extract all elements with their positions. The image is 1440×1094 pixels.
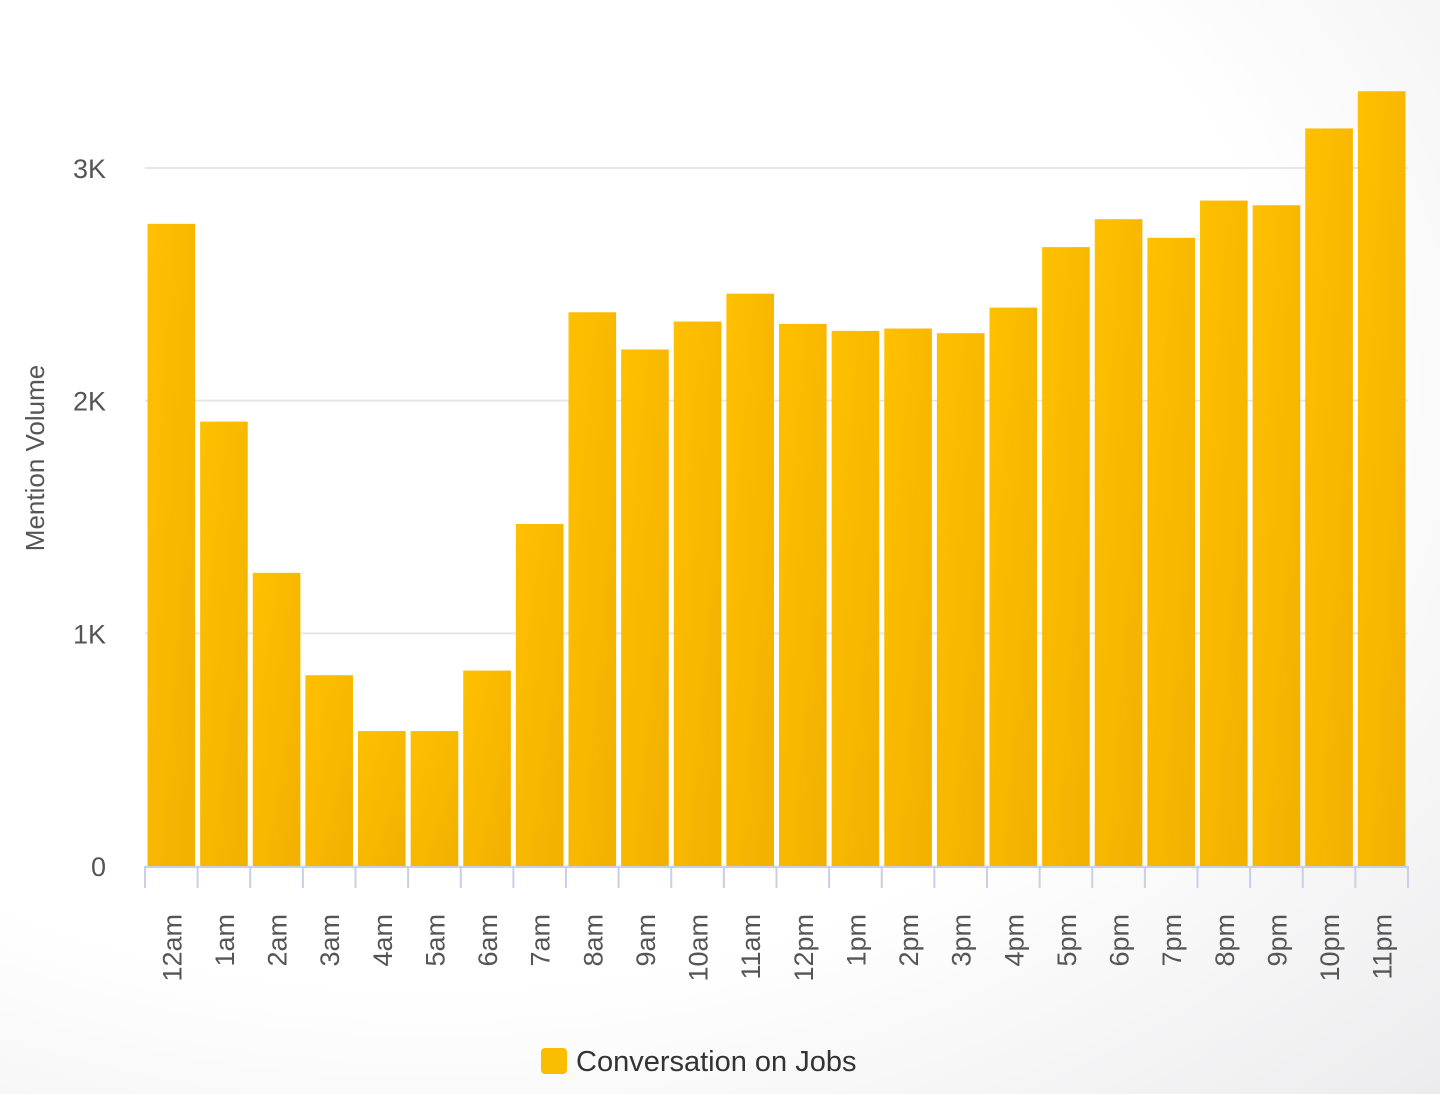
y-axis-ticks: 0 1K 2K 3K bbox=[73, 154, 106, 882]
x-tick-label: 5am bbox=[420, 914, 450, 967]
y-tick-label: 1K bbox=[73, 619, 106, 649]
x-tick-label: 11pm bbox=[1368, 914, 1398, 980]
bar-3am[interactable] bbox=[305, 675, 353, 866]
x-tick-label: 10am bbox=[684, 914, 714, 982]
legend-label: Conversation on Jobs bbox=[576, 1046, 857, 1078]
bars bbox=[147, 91, 1406, 867]
x-tick-label: 5pm bbox=[1052, 914, 1082, 967]
x-tick-label: 7am bbox=[526, 914, 556, 967]
x-tick-label: 2am bbox=[263, 914, 293, 967]
bar-5pm[interactable] bbox=[1042, 247, 1090, 866]
gridlines bbox=[145, 167, 1408, 635]
x-tick-label: 8pm bbox=[1210, 914, 1240, 967]
legend[interactable]: Conversation on Jobs bbox=[541, 1046, 857, 1078]
bar-2am[interactable] bbox=[252, 572, 301, 866]
bar-7am[interactable] bbox=[515, 523, 564, 866]
x-tick-label: 8am bbox=[578, 914, 608, 967]
bar-2pm[interactable] bbox=[884, 328, 932, 866]
x-tick-label: 4am bbox=[368, 914, 398, 967]
bar-1pm[interactable] bbox=[831, 330, 880, 866]
bar-9pm[interactable] bbox=[1252, 205, 1301, 866]
bar-10pm[interactable] bbox=[1305, 128, 1353, 867]
x-tick-label: 11am bbox=[736, 914, 766, 980]
y-tick-label: 3K bbox=[73, 154, 106, 184]
bar-6pm[interactable] bbox=[1094, 219, 1143, 867]
bar-12am[interactable] bbox=[147, 223, 196, 867]
x-tick-label: 12pm bbox=[789, 914, 819, 982]
x-tick-label: 3am bbox=[315, 914, 345, 967]
x-tick-label: 1am bbox=[210, 914, 240, 967]
bar-8am[interactable] bbox=[568, 312, 617, 867]
bar-6am[interactable] bbox=[463, 670, 511, 866]
bar-3pm[interactable] bbox=[936, 333, 985, 866]
x-tick-label: 6pm bbox=[1105, 914, 1135, 967]
bar-11pm[interactable] bbox=[1357, 91, 1406, 867]
x-tick-label: 2pm bbox=[894, 914, 924, 967]
bar-7pm[interactable] bbox=[1147, 237, 1195, 867]
x-tick-label: 3pm bbox=[947, 914, 977, 967]
bar-4pm[interactable] bbox=[989, 307, 1038, 867]
bar-9am[interactable] bbox=[621, 349, 669, 867]
x-tick-label: 10pm bbox=[1315, 914, 1345, 982]
legend-swatch bbox=[541, 1048, 567, 1074]
y-axis-title: Mention Volume bbox=[20, 365, 50, 551]
x-tick-label: 9pm bbox=[1262, 914, 1292, 967]
x-axis-ticks: 12am 1am 2am 3am 4am 5am 6am 7am 8am 9am 10am 11am 1… bbox=[157, 914, 1397, 982]
x-tick-label: 7pm bbox=[1157, 914, 1187, 967]
x-tick-label: 6am bbox=[473, 914, 503, 967]
x-tick-label: 4pm bbox=[999, 914, 1029, 967]
bar-8pm[interactable] bbox=[1200, 200, 1248, 866]
bar-11am[interactable] bbox=[726, 293, 774, 866]
y-tick-label: 2K bbox=[73, 387, 106, 417]
x-tick-label: 12am bbox=[157, 914, 187, 982]
bar-10am[interactable] bbox=[673, 321, 722, 866]
bar-12pm[interactable] bbox=[779, 323, 827, 866]
x-axis bbox=[144, 866, 1409, 888]
x-tick-label: 9am bbox=[631, 914, 661, 967]
bar-1am[interactable] bbox=[200, 421, 248, 866]
bar-5am[interactable] bbox=[410, 731, 459, 866]
x-tick-label: 1pm bbox=[841, 914, 871, 967]
bar-4am[interactable] bbox=[358, 731, 406, 866]
y-tick-label: 0 bbox=[91, 852, 106, 882]
